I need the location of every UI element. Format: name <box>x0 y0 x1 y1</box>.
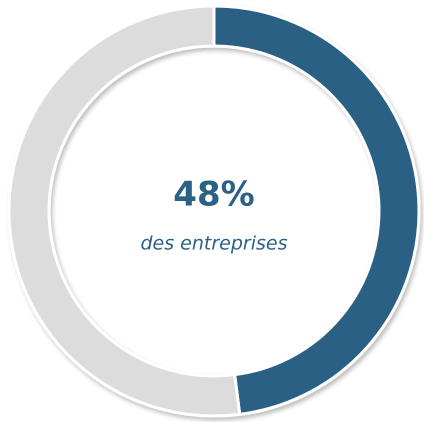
donut-segment <box>7 4 242 418</box>
center-subtitle: des entreprises <box>140 233 287 255</box>
donut-ring <box>7 4 421 418</box>
center-value: 48% <box>173 175 254 215</box>
donut-segment <box>212 4 421 417</box>
